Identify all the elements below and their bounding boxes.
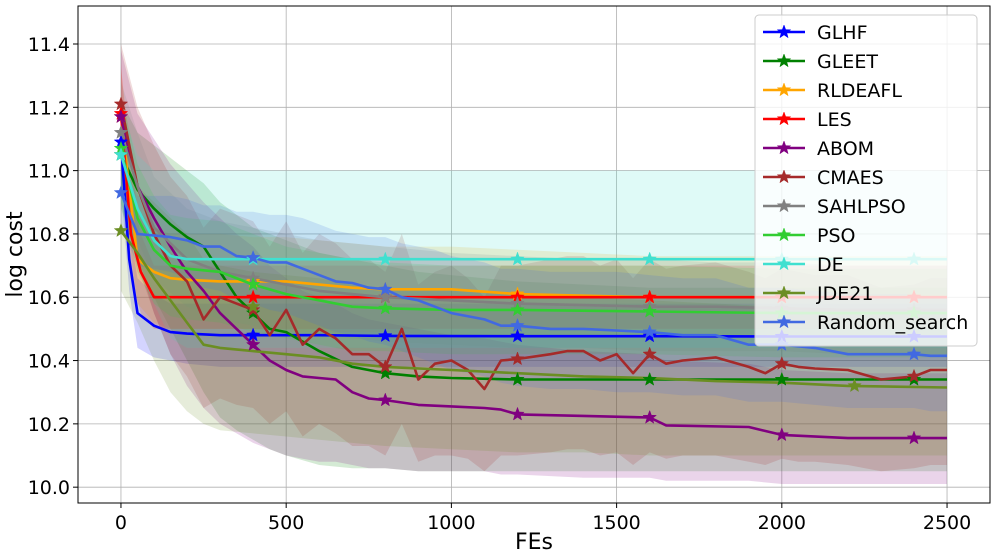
- legend-label-abom: ABOM: [817, 138, 874, 160]
- marker-glhf: [377, 328, 393, 343]
- legend-label-glhf: GLHF: [817, 22, 868, 44]
- legend-label-sahlpso: SAHLPSO: [817, 196, 906, 218]
- x-tick-label: 2000: [758, 512, 806, 534]
- x-tick-label: 1500: [592, 512, 640, 534]
- marker-abom: [245, 336, 261, 351]
- marker-de: [377, 251, 393, 266]
- legend-marker-gleet: [776, 53, 792, 68]
- legend-label-pso: PSO: [817, 225, 855, 247]
- legend-marker-random-search: [776, 314, 792, 329]
- legend-label-cmaes: CMAES: [817, 167, 884, 189]
- y-axis-label: log cost: [3, 211, 28, 298]
- marker-pso: [510, 302, 525, 317]
- y-tick-label: 10.4: [28, 351, 70, 373]
- marker-random-search: [906, 346, 922, 361]
- legend-label-de: DE: [817, 254, 844, 276]
- legend-marker-glhf: [776, 24, 792, 39]
- marker-sahlpso: [113, 124, 129, 139]
- band-jde21: [121, 170, 947, 456]
- line-cmaes: [119, 103, 947, 391]
- y-tick-label: 10.6: [28, 287, 70, 309]
- marker-sahlpso: [377, 289, 393, 304]
- marker-pso: [245, 276, 261, 291]
- marker-gleet: [510, 371, 525, 386]
- y-axis-ticks: 10.0 10.2 10.4 10.6 10.8 11.0 11.2 11.4: [28, 34, 78, 499]
- legend-label-random-search: Random_search: [817, 312, 968, 334]
- marker-random-search: [377, 281, 393, 296]
- legend-box: [754, 14, 978, 347]
- line-gleet: [119, 154, 947, 381]
- legend: GLHF GLEET RLDEAFL LES ABOM CMAES SAHLPSO PSO DE…: [754, 14, 978, 347]
- line-pso: [119, 148, 947, 315]
- legend-label-jde21: JDE21: [816, 283, 873, 305]
- marker-cmaes: [774, 355, 790, 370]
- band-rldeafl: [121, 69, 947, 336]
- x-tick-label: 1000: [427, 512, 475, 534]
- marker-cmaes: [906, 368, 922, 383]
- marker-de: [642, 251, 657, 266]
- marker-abom: [510, 406, 525, 421]
- marker-jde21: [245, 298, 261, 313]
- legend-label-les: LES: [817, 109, 852, 131]
- marker-jde21: [847, 378, 862, 393]
- marker-jde21: [113, 223, 129, 237]
- marker-gleet: [774, 371, 790, 386]
- x-tick-label: 0: [115, 512, 127, 534]
- marker-random-search: [642, 324, 657, 339]
- legend-marker-les: [776, 111, 792, 126]
- marker-abom: [113, 109, 129, 124]
- marker-cmaes: [642, 346, 657, 361]
- y-tick-label: 10.8: [28, 224, 70, 246]
- marker-de: [113, 147, 129, 161]
- marker-glhf: [510, 328, 525, 343]
- band-abom: [121, 50, 947, 485]
- marker-abom: [642, 409, 657, 424]
- marker-cmaes: [113, 96, 129, 111]
- legend-label-rldeafl: RLDEAFL: [817, 80, 902, 102]
- line-jde21: [119, 230, 948, 389]
- x-tick-label: 500: [268, 512, 304, 534]
- legend-marker-de: [776, 256, 792, 271]
- legend-marker-sahlpso: [776, 198, 792, 213]
- marker-glhf: [642, 328, 657, 343]
- marker-random-search: [245, 249, 261, 264]
- line-abom: [119, 116, 947, 440]
- marker-abom: [906, 430, 922, 445]
- band-de: [121, 107, 947, 348]
- y-tick-label: 10.0: [28, 477, 70, 499]
- x-axis-ticks: 0 500 1000 1500 2000 2500: [115, 503, 971, 534]
- legend-marker-jde21: [776, 285, 792, 300]
- plot-frame: [77, 5, 991, 504]
- y-tick-label: 11.0: [28, 161, 70, 183]
- legend-marker-rldeafl: [776, 82, 792, 97]
- y-tick-label: 11.4: [28, 34, 70, 56]
- marker-de: [510, 251, 525, 266]
- band-random-search: [121, 161, 947, 412]
- x-axis-label: FEs: [515, 530, 553, 555]
- y-tick-label: 11.2: [28, 97, 70, 119]
- legend-marker-cmaes: [776, 169, 792, 184]
- marker-pso: [642, 303, 657, 318]
- legend-marker-abom: [776, 140, 792, 155]
- legend-label-gleet: GLEET: [817, 51, 878, 73]
- x-tick-label: 2500: [923, 512, 971, 534]
- line-glhf: [119, 142, 947, 338]
- marker-gleet: [642, 371, 657, 386]
- legend-marker-pso: [776, 227, 792, 242]
- marker-random-search: [113, 185, 129, 199]
- y-tick-label: 10.2: [28, 414, 70, 436]
- marker-abom: [774, 427, 790, 442]
- marker-random-search: [510, 317, 525, 332]
- marker-cmaes: [377, 359, 393, 374]
- marker-cmaes: [510, 351, 525, 366]
- marker-gleet: [377, 365, 393, 380]
- marker-abom: [377, 392, 393, 407]
- marker-pso: [377, 300, 393, 315]
